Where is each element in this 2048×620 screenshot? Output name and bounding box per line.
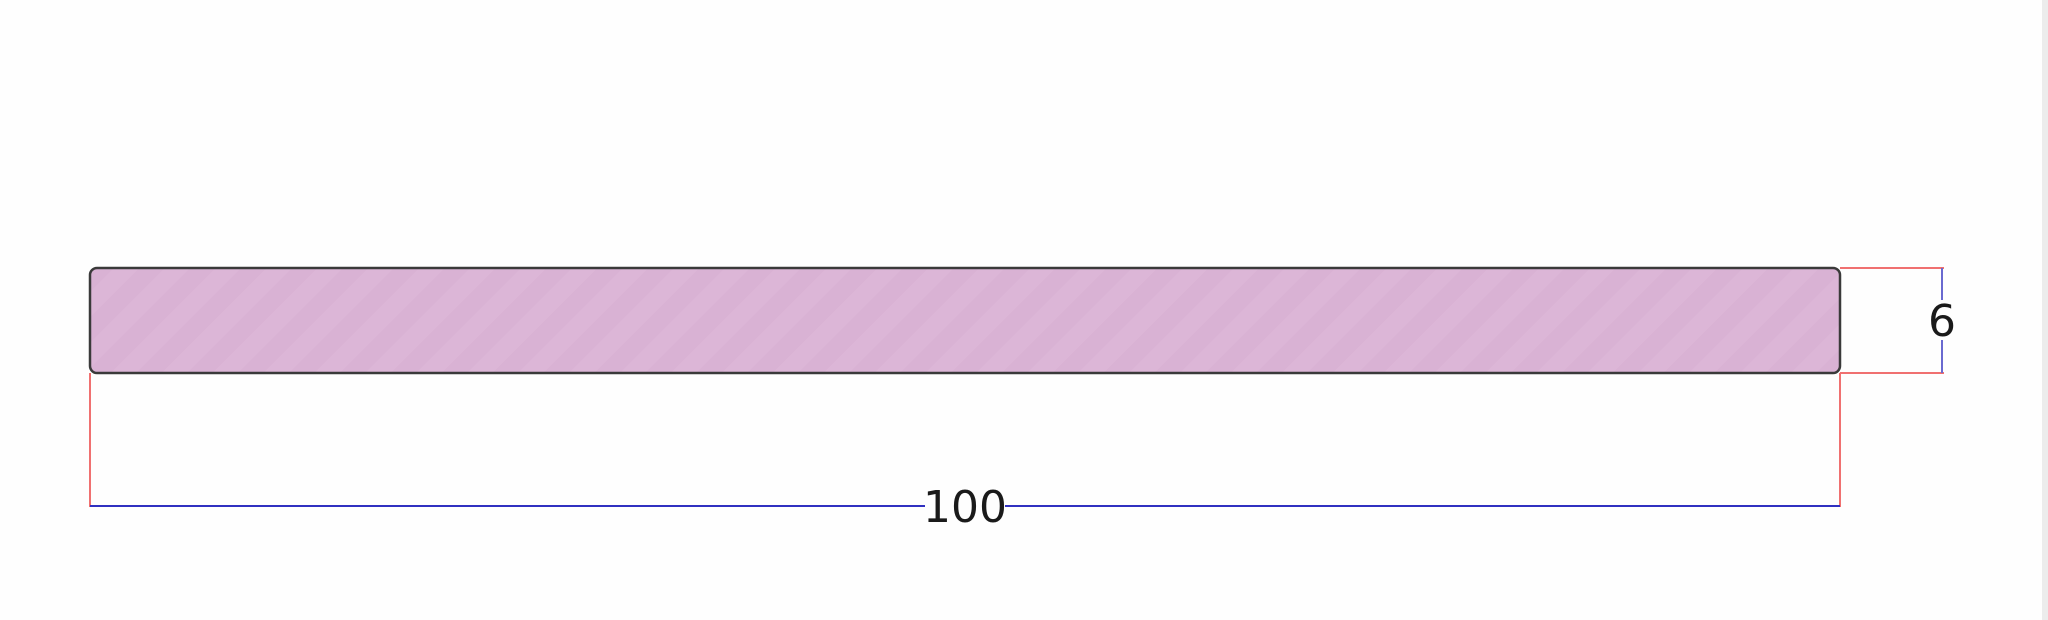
- canvas-edge: [2042, 0, 2048, 620]
- width-dimension-label[interactable]: 100: [923, 482, 1007, 533]
- height-dimension-label[interactable]: 6: [1928, 296, 1956, 347]
- part-rectangle[interactable]: [88, 266, 1842, 375]
